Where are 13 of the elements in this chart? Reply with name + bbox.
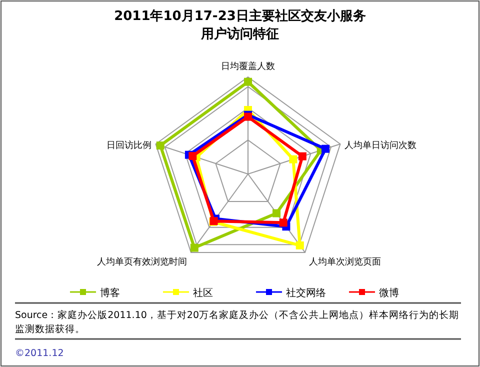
text: ©2011.12 [15,348,64,359]
chart-subtitle: 用户访问特征 [200,26,279,42]
spoke-label: 人均单页有效浏览时间 [96,256,187,268]
source-note: Source：家庭办公版2011.10，基于对20万名家庭及办公（不含公共上网地点）样本网络行为的长期监测数据获得。 [15,309,460,335]
spoke-label: 日回访比例 [106,140,152,152]
legend-label: 社区 [193,287,213,299]
legend-label: 博客 [100,287,120,299]
spoke-label: 日均覆盖人数 [221,61,275,72]
legend-label: 微博 [379,287,399,299]
legend-label: 社交网络 [286,287,326,299]
spoke-label: 人均单次浏览页面 [309,256,382,268]
chart-title: 2011年10月17-23日主要社区交友小服务 [114,8,366,24]
spoke-label: 人均单日访问次数 [344,140,416,152]
